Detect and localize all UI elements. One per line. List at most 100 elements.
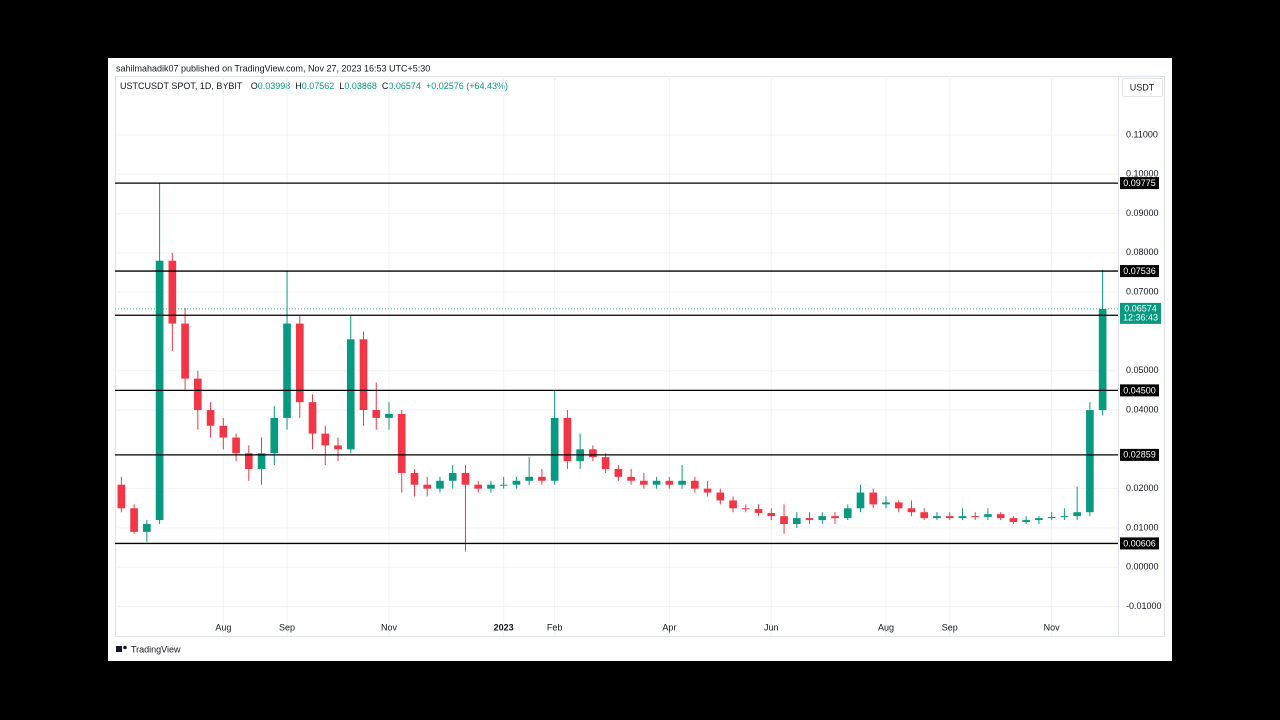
ohlc-value: 0.03998: [258, 81, 291, 91]
countdown: 12:36:43: [1123, 312, 1158, 322]
candle-body: [206, 410, 215, 426]
candle-body: [627, 476, 635, 481]
candle-body: [601, 457, 610, 469]
x-tick-label: Sep: [942, 622, 958, 632]
candle-body: [525, 476, 533, 481]
candle-body: [729, 500, 737, 509]
candle-body: [512, 480, 521, 485]
x-tick-label: Aug: [878, 622, 894, 632]
candle-body: [907, 508, 916, 513]
candle-body: [1098, 308, 1107, 411]
candle-body: [831, 516, 839, 519]
candle-body: [334, 445, 342, 450]
ohlc-value: 0.03868: [344, 81, 377, 91]
candle-body: [869, 492, 878, 505]
level-label: 0.02859: [1123, 450, 1156, 460]
last-price-tag: [1120, 302, 1161, 324]
candle-body: [563, 417, 572, 462]
candle-body: [894, 502, 903, 509]
level-tag: [1120, 177, 1159, 190]
level-tag: [1120, 384, 1159, 397]
candle-body: [843, 508, 852, 519]
footer-logo: [116, 645, 127, 652]
candle-body: [461, 472, 470, 485]
candle-body: [181, 323, 189, 379]
currency-label[interactable]: USDT: [1130, 82, 1155, 92]
chart-frame: [115, 76, 1165, 637]
currency-button[interactable]: [1122, 78, 1163, 97]
y-tick-label: 0.02000: [1126, 483, 1159, 493]
x-tick-label: Feb: [547, 622, 563, 632]
candle-body: [984, 514, 992, 517]
candle-body: [410, 472, 419, 485]
level-tag: [1120, 265, 1159, 278]
candle-body: [283, 323, 291, 418]
candle-body: [499, 484, 508, 486]
candle-body: [780, 516, 788, 524]
y-tick-label: 0.07000: [1126, 287, 1159, 297]
candle-body: [117, 484, 126, 509]
candle-body: [716, 492, 725, 501]
ohlc-key: L: [339, 81, 344, 91]
candle-body: [945, 516, 954, 519]
candle-body: [308, 402, 317, 434]
y-tick-label: 0.11000: [1126, 129, 1158, 139]
candle-body: [397, 413, 406, 473]
change: +0.02576 (+64.43%): [426, 81, 508, 91]
logo-mark: [116, 646, 122, 652]
candle-body: [346, 339, 355, 450]
last-price-label: 0.06574: [1124, 303, 1157, 313]
level-label: 0.00606: [1123, 538, 1156, 548]
y-tick-label: 0.04000: [1126, 404, 1159, 414]
logo-dot: [123, 645, 127, 650]
candle-body: [1060, 516, 1069, 518]
ohlc-value: 0.06574: [388, 81, 421, 91]
ohlc-key: O: [251, 81, 258, 91]
candle-body: [792, 518, 801, 524]
ohlc-key: C: [382, 81, 389, 91]
x-tick-label: Sep: [279, 622, 295, 632]
candle-body: [958, 516, 967, 519]
candle-body: [359, 339, 368, 411]
candle-body: [257, 453, 266, 469]
candle-body: [678, 480, 686, 485]
candle-body: [614, 468, 623, 477]
x-tick-label: Jun: [764, 622, 779, 632]
candle-body: [194, 378, 202, 411]
candle-body: [321, 433, 330, 446]
x-tick-label: Aug: [215, 622, 231, 632]
x-tick-label: Apr: [662, 622, 676, 632]
candle-body: [741, 508, 750, 510]
candle-body: [933, 516, 941, 519]
candle-body: [640, 480, 648, 485]
candle-body: [1009, 518, 1018, 523]
candle-body: [882, 502, 890, 505]
candle-body: [1047, 516, 1056, 519]
candle-body: [372, 410, 381, 418]
candle-body: [805, 518, 814, 521]
y-tick-label: 0.05000: [1126, 365, 1159, 375]
symbol-title: USTCUSDT SPOT, 1D, BYBIT: [120, 81, 243, 91]
panel: [108, 58, 1172, 661]
candle-body: [1073, 512, 1081, 517]
candle-body: [550, 417, 559, 481]
candle-body: [996, 514, 1005, 519]
candle-body: [665, 480, 674, 485]
candle-body: [295, 323, 304, 403]
candle-body: [652, 480, 661, 485]
candle-body: [130, 508, 138, 532]
y-tick-label: 0.00000: [1126, 562, 1159, 572]
candle-body: [487, 484, 495, 489]
footer-text: TradingView: [131, 644, 181, 654]
candle-body: [754, 509, 763, 513]
y-tick-label: 0.09000: [1126, 208, 1159, 218]
x-tick-label: Nov: [1044, 622, 1061, 632]
ohlc-value: 0.07562: [302, 81, 335, 91]
level-tag: [1120, 537, 1159, 550]
candle-body: [1086, 410, 1094, 513]
candle-body: [538, 476, 546, 481]
y-tick-label: -0.01000: [1126, 601, 1162, 611]
candle-body: [856, 492, 865, 509]
y-tick-label: 0.01000: [1126, 522, 1159, 532]
